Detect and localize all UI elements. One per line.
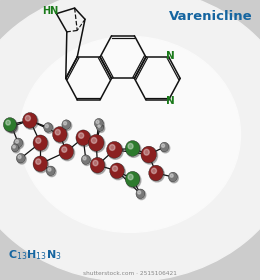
Text: Varenicline: Varenicline [168,10,252,23]
Circle shape [47,167,56,177]
Circle shape [98,125,105,132]
Circle shape [18,155,21,158]
Circle shape [112,166,118,171]
Circle shape [33,156,48,172]
Circle shape [4,119,17,133]
Circle shape [94,118,103,128]
Text: shutterstock.com · 2515106421: shutterstock.com · 2515106421 [83,271,177,276]
Circle shape [144,149,149,155]
Circle shape [89,136,105,152]
Circle shape [107,141,122,158]
Circle shape [91,137,97,143]
Circle shape [151,168,157,174]
Circle shape [48,168,51,171]
Circle shape [62,147,67,152]
Circle shape [53,127,67,142]
Circle shape [125,141,140,156]
Circle shape [55,129,60,135]
Circle shape [109,144,115,150]
Circle shape [126,142,141,157]
Circle shape [111,164,125,180]
Circle shape [141,146,157,163]
Circle shape [63,122,67,125]
Circle shape [13,145,15,148]
Circle shape [33,135,48,151]
Circle shape [54,128,68,143]
Circle shape [160,142,169,152]
Circle shape [110,163,124,179]
Circle shape [15,140,18,143]
Circle shape [90,157,105,173]
Circle shape [108,143,123,159]
Circle shape [3,118,16,132]
Circle shape [63,121,72,130]
Circle shape [59,144,74,160]
Circle shape [17,155,26,164]
Text: $\mathbf{C}_{13}\mathbf{H}_{13}\mathbf{N}_3$: $\mathbf{C}_{13}\mathbf{H}_{13}\mathbf{N… [8,248,62,262]
Circle shape [62,120,71,129]
Circle shape [138,191,141,194]
Circle shape [161,143,170,153]
Circle shape [44,123,53,132]
Circle shape [25,115,30,121]
Circle shape [8,123,12,127]
Circle shape [149,165,163,181]
Circle shape [142,147,158,164]
Circle shape [150,166,164,182]
Circle shape [77,131,92,147]
Circle shape [12,145,20,153]
Circle shape [93,160,98,166]
Circle shape [45,124,54,133]
Circle shape [95,120,104,129]
Circle shape [14,138,23,148]
Circle shape [82,156,91,165]
Circle shape [170,173,178,183]
Circle shape [15,139,24,149]
Circle shape [16,153,25,163]
Circle shape [23,113,37,128]
Circle shape [125,171,140,187]
Circle shape [161,144,165,147]
Circle shape [34,136,49,152]
Circle shape [83,157,86,160]
Circle shape [88,134,104,151]
Circle shape [8,122,18,133]
Text: N: N [166,51,174,61]
Circle shape [137,190,146,200]
Circle shape [136,189,145,199]
Ellipse shape [20,36,241,232]
Circle shape [36,159,41,164]
Circle shape [91,158,106,174]
Circle shape [24,114,38,129]
Text: HN: HN [42,6,58,16]
Circle shape [45,124,48,128]
Circle shape [34,157,49,173]
Circle shape [76,130,90,146]
Circle shape [98,125,100,128]
Circle shape [168,172,177,182]
Circle shape [96,123,104,131]
Text: N: N [166,96,174,106]
Circle shape [128,143,133,149]
Circle shape [79,133,84,138]
Circle shape [36,138,41,143]
Circle shape [60,145,75,161]
Circle shape [96,120,99,123]
Circle shape [126,172,141,188]
Circle shape [81,155,90,164]
Circle shape [170,174,173,177]
Circle shape [6,121,17,132]
Circle shape [11,144,19,152]
Circle shape [46,166,55,176]
Circle shape [128,174,133,180]
Circle shape [6,120,10,125]
